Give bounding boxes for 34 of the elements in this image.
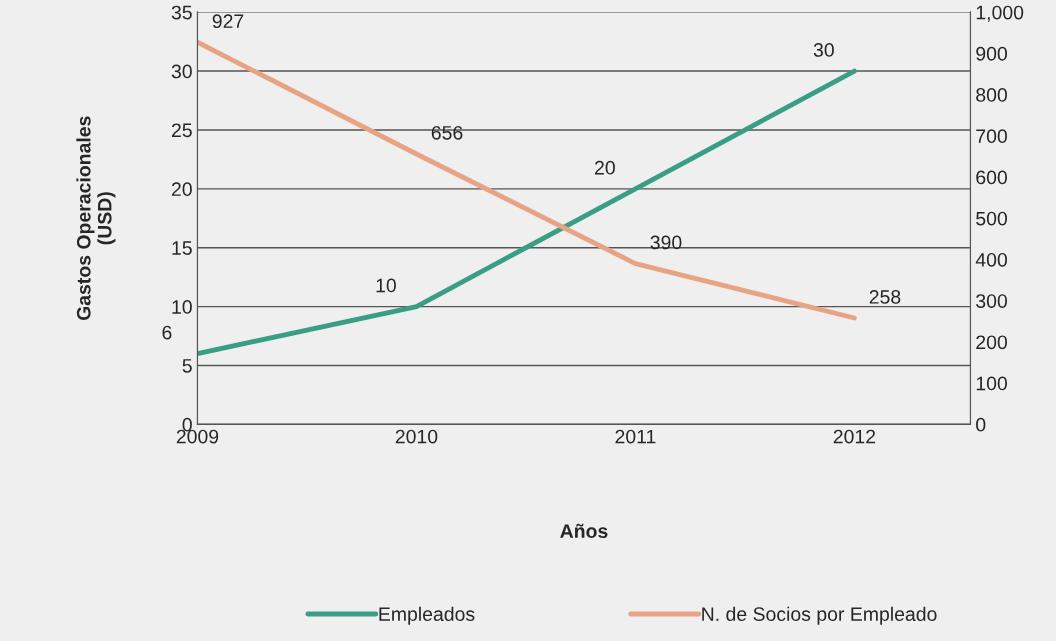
y-tick-label: 15 [172, 241, 192, 255]
data-label: 390 [650, 235, 682, 250]
y2-tick-label: 100 [976, 376, 1008, 391]
data-label: 258 [869, 290, 901, 304]
y-tick-label: 30 [171, 64, 192, 79]
y2-tick-label: 700 [976, 129, 1008, 144]
y-tick-label: 20 [171, 182, 192, 197]
y-tick-label: 35 [171, 5, 192, 20]
data-label: 20 [595, 160, 615, 175]
legend-label: N. de Socios por Empleado [702, 606, 937, 625]
y-tick-label: 10 [172, 300, 192, 314]
y2-tick-label: 500 [976, 211, 1008, 226]
line-series [197, 68, 857, 357]
y2-tick-label: 800 [976, 88, 1008, 102]
y2-tick-label: 0 [976, 417, 986, 432]
y-tick-label: 25 [171, 123, 192, 138]
y-axis-title: Gastos Operacionales (USD) [76, 116, 116, 321]
y2-tick-label: 200 [976, 335, 1008, 350]
y2-tick-label: 900 [976, 46, 1008, 61]
y2-tick-label: 1,000 [976, 5, 1024, 22]
y-tick-label: 5 [182, 359, 192, 373]
data-label: 10 [376, 278, 396, 293]
x-tick-label: 2010 [395, 429, 438, 444]
y2-tick-label: 300 [976, 294, 1008, 308]
line-series [197, 39, 857, 321]
legend-label: Empleados [379, 606, 475, 625]
y2-tick-label: 600 [976, 170, 1008, 185]
data-label: 6 [162, 325, 172, 340]
y2-tick-label: 400 [975, 252, 1008, 267]
x-tick-label: 2012 [833, 429, 876, 444]
data-label: 927 [212, 14, 244, 29]
data-label: 30 [813, 43, 834, 57]
x-tick-label: 2011 [615, 429, 656, 444]
x-axis-title: Años [560, 523, 608, 538]
